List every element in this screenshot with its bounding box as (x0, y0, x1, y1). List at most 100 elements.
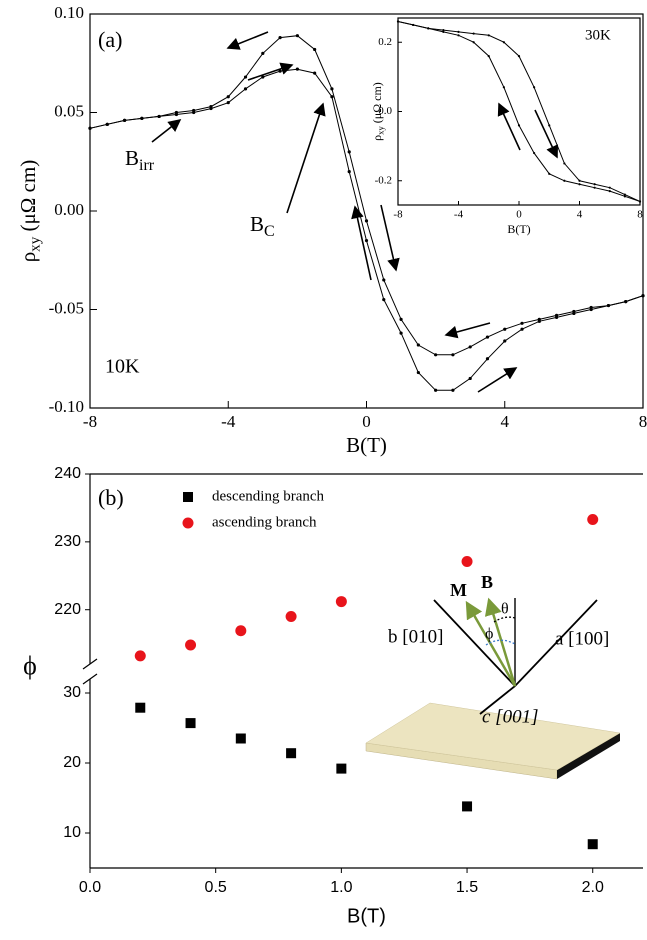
data-point (451, 388, 455, 392)
data-point (533, 86, 536, 89)
data-point (587, 513, 599, 525)
data-point (442, 29, 445, 32)
data-point (593, 183, 596, 186)
data-point (313, 47, 317, 52)
data-point (122, 118, 127, 122)
data-point (468, 376, 472, 381)
y-axis-label: ϕ (23, 651, 37, 680)
data-point (105, 122, 109, 126)
data-point (587, 839, 598, 850)
y-tick-label: 0.10 (54, 3, 84, 22)
axis-break (82, 658, 98, 685)
arrows (151, 31, 518, 393)
data-point (382, 278, 386, 282)
data-point (243, 75, 248, 79)
data-point (502, 86, 505, 89)
diagram-label: b [010] (388, 626, 443, 647)
y-tick-label: 0.0 (378, 105, 392, 117)
y-tick-label: 0.2 (378, 36, 392, 48)
data-point (243, 87, 248, 91)
data-point (462, 801, 473, 812)
data-point (134, 650, 146, 662)
data-point (399, 331, 403, 335)
data-point (442, 30, 445, 33)
x-tick-label: -8 (393, 208, 403, 220)
data-point (578, 179, 581, 182)
y-tick-label: 30 (63, 684, 81, 701)
arrow (497, 102, 521, 151)
data-point (261, 51, 265, 56)
data-point (278, 36, 282, 40)
data-point (606, 303, 611, 308)
y-tick-label: -0.2 (375, 174, 392, 186)
data-point (593, 186, 596, 189)
data-point (563, 179, 566, 182)
plot-frame (397, 17, 641, 206)
data-point (572, 311, 576, 316)
data-point (416, 370, 420, 375)
data-point (140, 116, 144, 121)
data-point (624, 300, 628, 304)
y-tick-label: -0.10 (49, 397, 84, 416)
diagram-label: c [001] (482, 706, 538, 727)
data-point (261, 75, 265, 79)
annotation: BC (250, 212, 275, 240)
y-tick-label: 20 (63, 754, 81, 771)
plot-frame (89, 13, 644, 409)
legend-marker (183, 492, 193, 502)
annotation: Birr (125, 146, 155, 174)
data-point (285, 611, 297, 622)
data-point (434, 388, 438, 392)
x-tick-label: 0 (516, 208, 522, 220)
data-point (461, 556, 473, 568)
diagram-label: M (450, 580, 467, 600)
data-point (623, 193, 626, 196)
y-tick-label: 0.05 (54, 101, 84, 120)
temperature-label: 10K (105, 356, 140, 378)
data-point (235, 625, 247, 637)
x-tick-label: 1.0 (330, 879, 352, 896)
arrow (534, 109, 559, 159)
data-point (623, 195, 626, 198)
data-point (399, 317, 403, 321)
data-point (335, 596, 347, 608)
diagram-label: B (481, 572, 493, 592)
data-point (472, 41, 475, 44)
data-point (330, 95, 334, 99)
data-point (235, 733, 246, 744)
data-point (608, 190, 611, 193)
data-point (502, 41, 505, 44)
data-point (487, 34, 490, 37)
data-point (347, 150, 351, 154)
data-point (226, 95, 230, 99)
data-point (503, 327, 507, 331)
y-axis-label: ρxy(μΩ cm) (16, 160, 44, 263)
data-point (226, 101, 230, 105)
data-point (427, 27, 430, 30)
data-point (347, 170, 351, 174)
data-point (548, 124, 551, 127)
data-point (520, 327, 524, 331)
y-tick-label: 220 (54, 601, 81, 618)
data-point (157, 114, 161, 119)
data-point (468, 345, 472, 349)
data-point (485, 357, 490, 361)
x-tick-label: -4 (221, 412, 236, 431)
y-tick-label: -0.05 (49, 298, 84, 317)
y-axis-label: ρxy(μΩ cm) (370, 82, 386, 141)
data-point (537, 319, 541, 323)
data-point (517, 54, 521, 58)
panel-a: -8 -4 0 4 8-0.10-0.050.000.050.10B(T)ρxy(μΩ … (16, 3, 647, 457)
data-point (336, 763, 347, 774)
data-point (451, 353, 455, 357)
data-point (457, 34, 460, 37)
crystal-diagram: M B θ ϕ b [010] a [100] c [001] (365, 572, 621, 780)
data-point (503, 339, 507, 343)
x-tick-label: 4 (577, 208, 583, 220)
data-point (364, 238, 369, 243)
x-tick-label: 2.0 (582, 879, 604, 896)
x-tick-label: -4 (454, 208, 464, 220)
x-tick-label: 0.5 (205, 879, 227, 896)
x-axis-label: B(T) (347, 905, 386, 927)
